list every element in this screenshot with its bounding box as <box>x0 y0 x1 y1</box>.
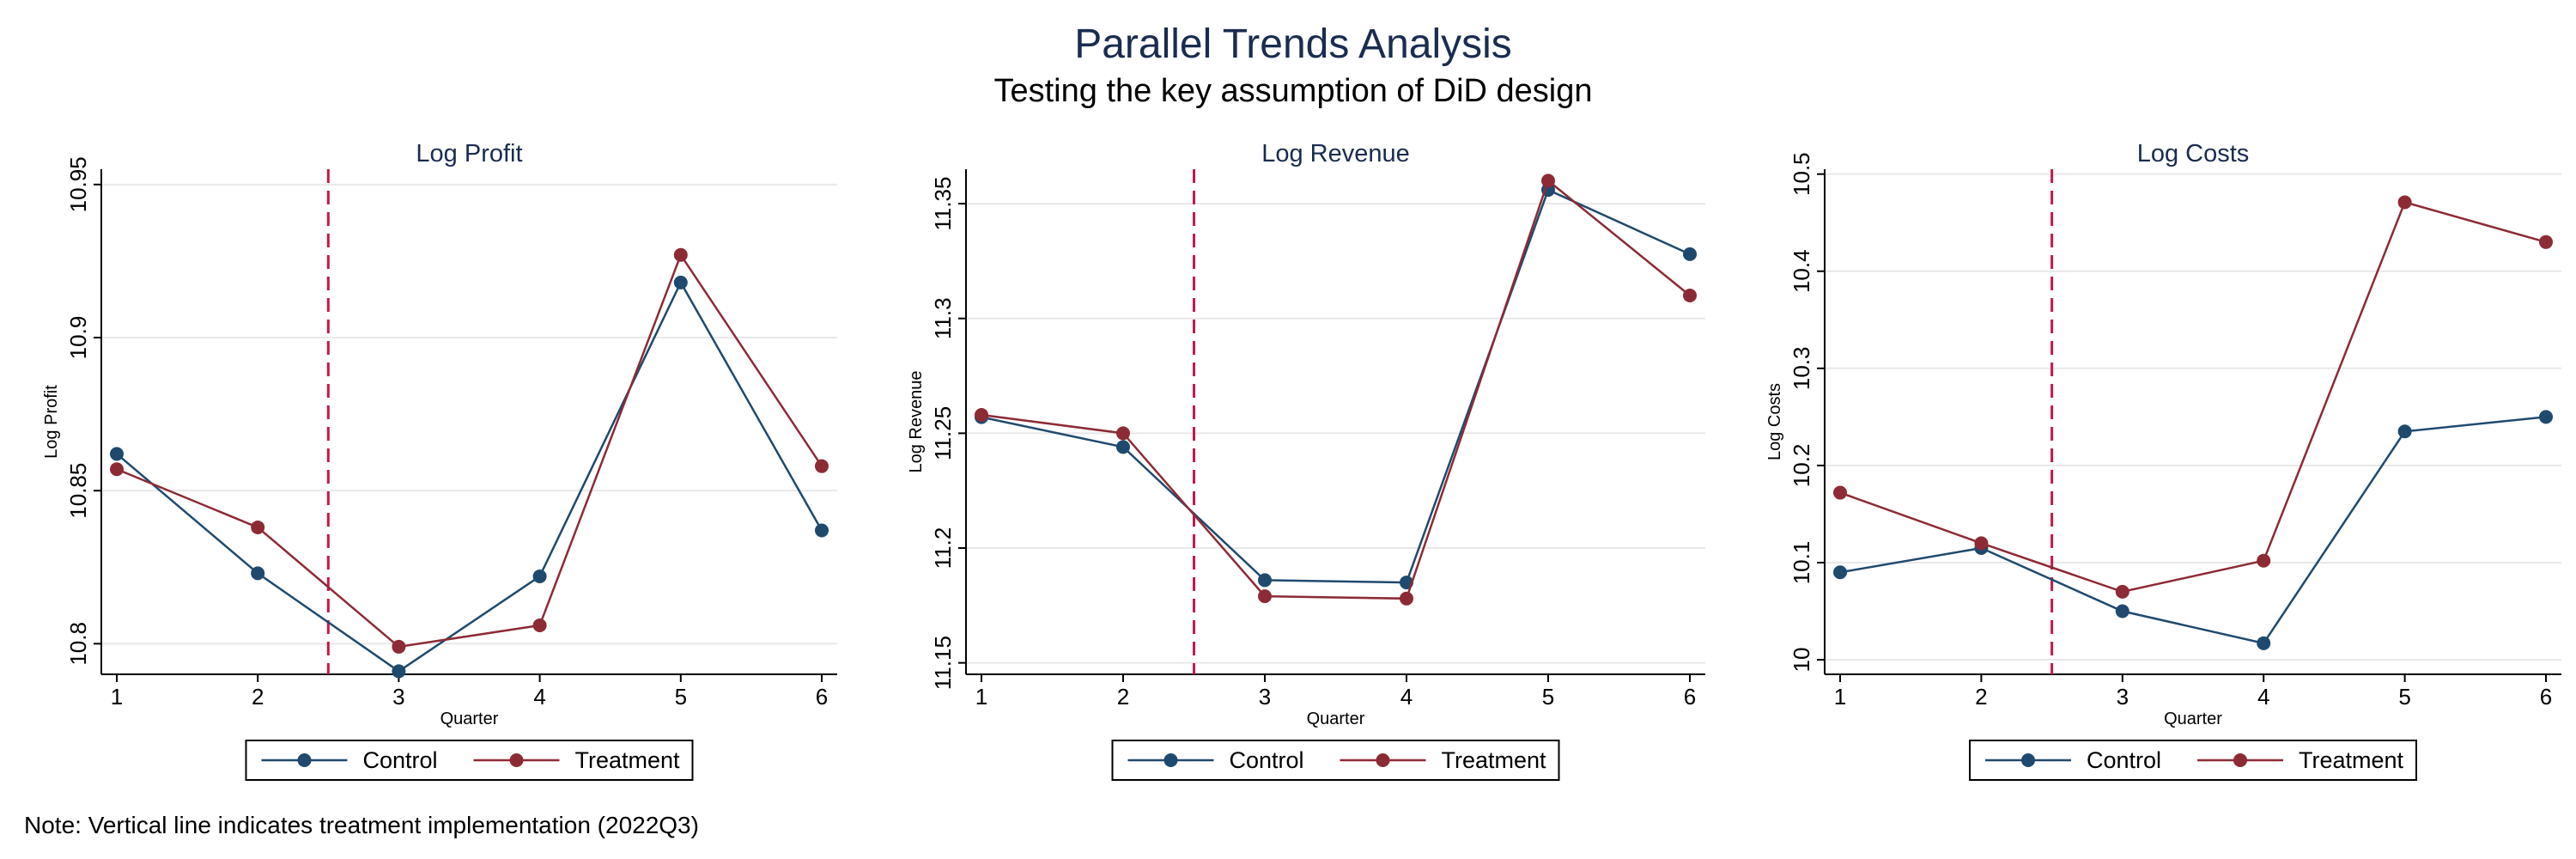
data-point-treatment <box>2115 584 2129 599</box>
x-tick-label: 2 <box>252 684 264 710</box>
data-point-control <box>251 566 265 581</box>
series-line-treatment <box>116 253 823 649</box>
data-point-control <box>2115 604 2129 618</box>
y-axis-label: Log Revenue <box>907 371 926 473</box>
x-tick-label: 3 <box>392 684 404 710</box>
data-point-treatment <box>1683 289 1697 302</box>
data-point-treatment <box>2257 553 2271 568</box>
panel-title: Log Profit <box>416 140 522 168</box>
panel-title: Log Costs <box>2137 140 2250 168</box>
y-tick-label: 11.15 <box>930 636 956 690</box>
x-tick-label: 2 <box>1975 684 1987 710</box>
data-point-treatment <box>1833 485 1847 500</box>
x-tick-label: 5 <box>2398 684 2410 710</box>
y-tick-label: 10.2 <box>1789 444 1814 488</box>
x-tick-label: 4 <box>2257 684 2269 710</box>
x-tick-label: 4 <box>1400 684 1413 710</box>
y-tick-label: 11.25 <box>930 406 956 460</box>
legend-label-treatment: Treatment <box>2299 747 2404 773</box>
figure-note: Note: Vertical line indicates treatment … <box>24 812 699 838</box>
y-tick-label: 10.3 <box>1789 347 1814 391</box>
figure-subtitle: Testing the key assumption of DiD design <box>993 73 1592 109</box>
data-point-treatment <box>1400 591 1413 606</box>
legend-marker-control <box>297 753 312 767</box>
data-point-treatment <box>1974 536 1989 551</box>
data-point-control <box>1116 440 1130 454</box>
x-tick-label: 1 <box>1834 684 1846 710</box>
data-point-treatment <box>1541 174 1555 188</box>
data-point-control <box>815 523 829 538</box>
x-tick-label: 5 <box>1542 684 1554 710</box>
y-tick-label: 10.8 <box>65 622 91 666</box>
data-point-control <box>2257 636 2271 650</box>
legend-marker-treatment <box>1376 753 1390 767</box>
x-tick-label: 6 <box>2540 684 2552 710</box>
data-point-treatment <box>1116 426 1130 441</box>
y-tick-label: 10.1 <box>1789 541 1814 585</box>
y-axis-label: Log Costs <box>1765 383 1784 460</box>
legend-label-treatment: Treatment <box>1442 747 1547 773</box>
x-axis-label: Quarter <box>2164 710 2222 728</box>
panel-log-costs: Log Costs 10 10.1 10.2 10.3 10.4 10.5 1 2 3 4 5 6 Qua… <box>1765 140 2561 781</box>
legend-label-control: Control <box>363 747 438 773</box>
y-tick-label: 10.4 <box>1789 249 1814 293</box>
x-axis-label: Quarter <box>440 710 499 728</box>
data-point-treatment <box>110 462 124 477</box>
legend-label-control: Control <box>1230 747 1304 773</box>
data-point-control <box>392 664 406 679</box>
y-tick-label: 10.85 <box>65 463 91 519</box>
data-point-treatment <box>2539 235 2553 249</box>
legend-marker-treatment <box>509 753 524 767</box>
figure-title: Parallel Trends Analysis <box>1074 21 1512 67</box>
x-tick-label: 6 <box>1684 684 1696 710</box>
y-axis-label: Log Profit <box>42 385 61 459</box>
data-point-control <box>673 275 688 289</box>
data-point-control <box>1683 247 1697 261</box>
panel-log-profit: Log Profit 10.8 10.85 10.9 10.95 1 2 3 4 5 6 Quarte… <box>42 140 837 781</box>
legend-label-control: Control <box>2087 747 2161 773</box>
series-line-treatment <box>1839 200 2547 594</box>
x-tick-label: 3 <box>1259 684 1271 710</box>
panel-log-revenue: Log Revenue 11.15 11.2 11.25 11.3 11.35 1 2 3 4 5 6… <box>907 140 1705 781</box>
x-tick-label: 6 <box>816 684 828 710</box>
x-axis-label: Quarter <box>1307 710 1365 728</box>
y-tick-label: 10.9 <box>65 316 91 360</box>
x-tick-label: 1 <box>975 684 987 710</box>
data-point-treatment <box>251 520 265 534</box>
series-line-control <box>1839 416 2547 645</box>
x-tick-label: 1 <box>111 684 123 710</box>
data-point-treatment <box>532 618 547 632</box>
data-point-control <box>110 447 124 461</box>
legend-marker-control <box>1163 753 1178 767</box>
x-tick-label: 3 <box>2117 684 2129 710</box>
data-point-treatment <box>673 247 688 262</box>
data-point-control <box>2539 410 2553 424</box>
data-point-treatment <box>2397 195 2412 210</box>
legend-label-treatment: Treatment <box>575 747 681 773</box>
data-point-treatment <box>1258 589 1272 604</box>
y-tick-label: 10.95 <box>65 156 91 212</box>
y-tick-label: 11.3 <box>930 297 956 339</box>
legend-marker-control <box>2021 753 2035 767</box>
legend-marker-treatment <box>2233 753 2247 767</box>
data-point-control <box>1258 573 1272 588</box>
data-point-control <box>1833 565 1847 580</box>
data-point-treatment <box>815 459 829 473</box>
y-tick-label: 10 <box>1789 648 1814 673</box>
data-point-control <box>532 569 547 583</box>
x-tick-label: 4 <box>533 684 545 710</box>
series-line-treatment <box>981 179 1691 600</box>
series-line-control <box>116 280 823 673</box>
x-tick-label: 2 <box>1117 684 1129 710</box>
data-point-control <box>2397 424 2412 439</box>
y-tick-label: 11.2 <box>930 527 956 570</box>
data-point-treatment <box>392 639 406 654</box>
data-point-treatment <box>975 407 988 422</box>
y-tick-label: 10.5 <box>1789 152 1814 196</box>
y-tick-label: 11.35 <box>930 177 956 231</box>
x-tick-label: 5 <box>675 684 687 710</box>
panel-title: Log Revenue <box>1261 140 1410 168</box>
